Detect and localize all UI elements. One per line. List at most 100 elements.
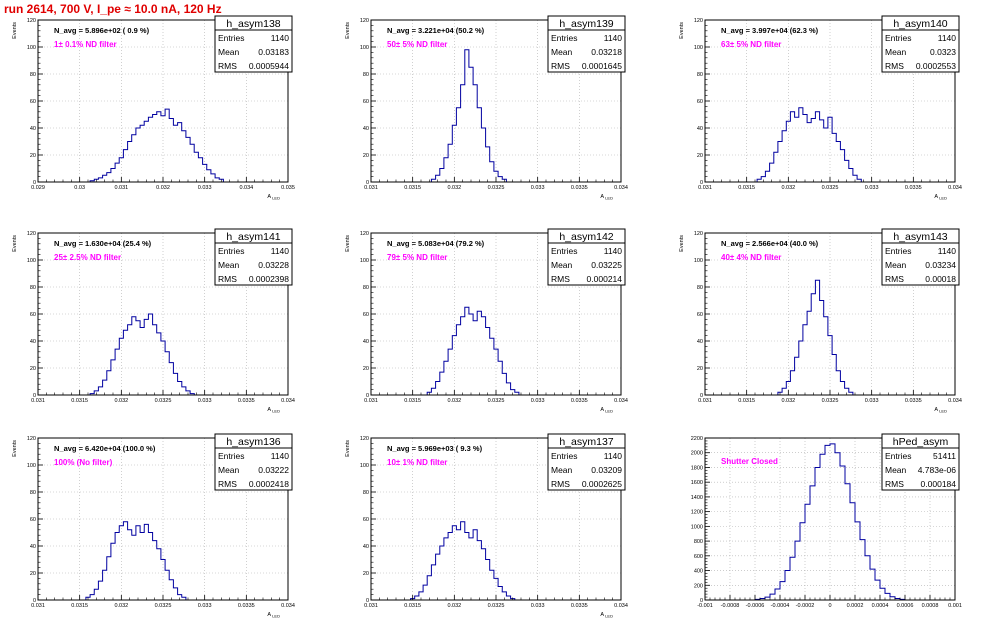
histogram-series-h_asym137 bbox=[410, 521, 516, 600]
x-tick-label: 0.0004 bbox=[872, 603, 889, 609]
filter-label: 10± 1% ND filter bbox=[387, 458, 447, 467]
y-tick-label: 0 bbox=[700, 180, 703, 186]
filter-label: 50± 5% ND filter bbox=[387, 40, 447, 49]
y-tick-label: 100 bbox=[360, 463, 369, 469]
stats-box-frame bbox=[881, 433, 960, 491]
x-tick-label: 0.0325 bbox=[822, 185, 839, 191]
stats-value-entries: 1140 bbox=[938, 246, 957, 256]
y-tick-label: 120 bbox=[694, 231, 703, 237]
x-tick-label: 0.0335 bbox=[571, 398, 588, 404]
x-tick-label: 0.033 bbox=[198, 603, 212, 609]
y-tick-label: 120 bbox=[360, 436, 369, 442]
y-axis-title: Events bbox=[12, 235, 18, 252]
stats-box-frame bbox=[547, 15, 626, 73]
y-tick-label: 0 bbox=[366, 393, 369, 399]
stats-value-rms: 0.00018 bbox=[925, 274, 956, 284]
y-tick-label: 1400 bbox=[691, 495, 703, 501]
stats-value-entries: 1140 bbox=[604, 33, 623, 43]
y-tick-label: 60 bbox=[363, 312, 369, 318]
page-title: run 2614, 700 V, I_pe ≈ 10.0 nA, 120 Hz bbox=[4, 2, 222, 16]
stats-value-entries: 1140 bbox=[604, 246, 623, 256]
stats-box: h_asym140 Entries 1140 Mean 0.0323 RMS 0.00025… bbox=[881, 15, 960, 73]
stats-key-mean: Mean bbox=[885, 47, 907, 57]
stats-box-frame bbox=[547, 228, 626, 286]
x-tick-label: 0.034 bbox=[281, 398, 295, 404]
stats-box: h_asym142 Entries 1140 Mean 0.03225 RMS 0.0002… bbox=[547, 228, 626, 286]
histogram-series-h_asym138 bbox=[89, 108, 224, 182]
stats-key-rms: RMS bbox=[551, 274, 570, 284]
stats-key-mean: Mean bbox=[551, 260, 573, 270]
x-tick-label: 0.0325 bbox=[488, 603, 505, 609]
stats-value-rms: 0.0002625 bbox=[582, 479, 622, 489]
y-tick-label: 200 bbox=[694, 583, 703, 589]
histogram-panel-h_asym142: 0.031 0.0315 0.032 0.0325 0.033 0.0335 0.034 0 2… bbox=[345, 228, 628, 414]
x-tick-label: 0.0325 bbox=[822, 398, 839, 404]
x-tick-label: 0.032 bbox=[781, 185, 795, 191]
navg-label: N_avg = 1.630e+04 (25.4 %) bbox=[54, 239, 152, 248]
stats-box-frame bbox=[547, 433, 626, 491]
x-tick-label: 0.0315 bbox=[738, 398, 755, 404]
stats-box-title: h_asym136 bbox=[226, 436, 280, 448]
stats-box-title: h_asym139 bbox=[559, 18, 613, 30]
y-tick-label: 600 bbox=[694, 554, 703, 560]
stats-value-mean: 0.03234 bbox=[925, 260, 956, 270]
stats-value-rms: 0.0005944 bbox=[249, 61, 289, 71]
x-tick-label: 0.031 bbox=[31, 398, 45, 404]
x-tick-label: 0.0315 bbox=[404, 398, 421, 404]
stats-box: h_asym141 Entries 1140 Mean 0.03228 RMS 0.0002… bbox=[214, 228, 293, 286]
stats-value-rms: 0.0002418 bbox=[249, 479, 289, 489]
stats-key-mean: Mean bbox=[551, 465, 573, 475]
y-tick-label: 80 bbox=[30, 72, 36, 78]
y-tick-label: 60 bbox=[30, 99, 36, 105]
y-tick-label: 100 bbox=[27, 258, 36, 264]
x-tick-label: 0.033 bbox=[198, 185, 212, 191]
y-tick-label: 0 bbox=[33, 598, 36, 604]
stats-box-title: h_asym137 bbox=[559, 436, 613, 448]
x-axis-title: A LED bbox=[267, 194, 280, 201]
x-tick-label: 0.0315 bbox=[404, 185, 421, 191]
x-tick-label: 0.033 bbox=[865, 398, 879, 404]
y-tick-label: 60 bbox=[30, 517, 36, 523]
x-tick-label: -0.0004 bbox=[771, 603, 790, 609]
y-tick-label: 120 bbox=[694, 18, 703, 24]
x-tick-label: 0.031 bbox=[364, 185, 378, 191]
y-tick-label: 100 bbox=[360, 45, 369, 51]
stats-value-mean: 0.03228 bbox=[258, 260, 289, 270]
x-tick-label: 0.033 bbox=[531, 603, 545, 609]
stats-key-rms: RMS bbox=[218, 274, 237, 284]
y-tick-label: 40 bbox=[697, 126, 703, 132]
x-tick-label: 0.0002 bbox=[847, 603, 864, 609]
y-tick-label: 40 bbox=[30, 544, 36, 550]
histogram-panel-h_asym140: 0.031 0.0315 0.032 0.0325 0.033 0.0335 0.034 0 2… bbox=[679, 15, 962, 201]
histogram-series-h_asym142 bbox=[426, 306, 520, 395]
y-tick-label: 20 bbox=[363, 571, 369, 577]
x-tick-label: 0.031 bbox=[31, 603, 45, 609]
histogram-panel-h_asym136: 0.031 0.0315 0.032 0.0325 0.033 0.0335 0.034 0 2… bbox=[12, 433, 295, 619]
y-tick-label: 20 bbox=[30, 153, 36, 159]
y-tick-label: 20 bbox=[30, 366, 36, 372]
stats-box: h_asym138 Entries 1140 Mean 0.03183 RMS 0.0005… bbox=[214, 15, 293, 73]
x-tick-label: 0.034 bbox=[948, 185, 962, 191]
x-tick-label: 0.0325 bbox=[155, 603, 172, 609]
y-tick-label: 40 bbox=[363, 126, 369, 132]
y-tick-label: 0 bbox=[700, 393, 703, 399]
stats-key-rms: RMS bbox=[885, 274, 904, 284]
histogram-panel-h_asym143: 0.031 0.0315 0.032 0.0325 0.033 0.0335 0.034 0 2… bbox=[679, 228, 962, 414]
x-tick-label: 0.0325 bbox=[488, 185, 505, 191]
x-tick-label: 0.0325 bbox=[155, 398, 172, 404]
x-tick-label: 0.035 bbox=[281, 185, 295, 191]
stats-box: hPed_asym Entries 51411 Mean 4.783e-06 RMS 0.0… bbox=[881, 433, 960, 491]
stats-key-mean: Mean bbox=[218, 260, 240, 270]
y-tick-label: 120 bbox=[27, 231, 36, 237]
stats-key-mean: Mean bbox=[885, 260, 907, 270]
y-tick-label: 1200 bbox=[691, 510, 703, 516]
x-tick-label: -0.0002 bbox=[796, 603, 815, 609]
filter-label: Shutter Closed bbox=[721, 457, 778, 466]
x-tick-label: 0.031 bbox=[364, 603, 378, 609]
stats-box: h_asym143 Entries 1140 Mean 0.03234 RMS 0.0001… bbox=[881, 228, 960, 286]
stats-value-mean: 0.03218 bbox=[591, 47, 622, 57]
filter-label: 1± 0.1% ND filter bbox=[54, 40, 117, 49]
stats-value-mean: 0.03222 bbox=[258, 465, 289, 475]
y-tick-label: 80 bbox=[697, 72, 703, 78]
